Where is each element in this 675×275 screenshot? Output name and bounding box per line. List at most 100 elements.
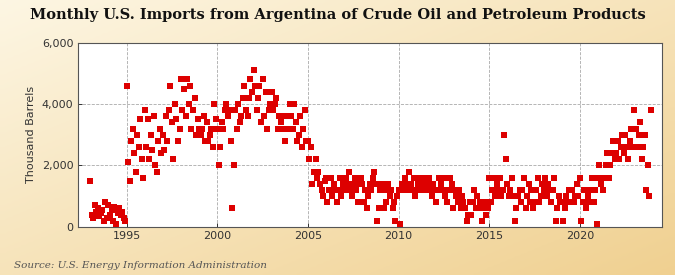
Point — [283, 114, 294, 119]
Point — [186, 126, 197, 131]
Point — [115, 213, 126, 218]
Point — [225, 139, 236, 143]
Point — [168, 157, 179, 161]
Point — [506, 175, 517, 180]
Point — [212, 126, 223, 131]
Point — [479, 200, 490, 205]
Point — [446, 182, 457, 186]
Point — [188, 108, 198, 112]
Point — [286, 114, 296, 119]
Point — [617, 133, 628, 137]
Point — [534, 200, 545, 205]
Point — [327, 194, 338, 198]
Point — [633, 133, 644, 137]
Point — [533, 175, 543, 180]
Point — [135, 117, 146, 122]
Point — [174, 126, 185, 131]
Point — [134, 145, 144, 149]
Point — [516, 200, 526, 205]
Point — [408, 175, 419, 180]
Point — [379, 188, 390, 192]
Point — [119, 219, 130, 223]
Point — [378, 206, 389, 211]
Point — [537, 182, 547, 186]
Point — [85, 179, 96, 183]
Point — [266, 90, 277, 94]
Point — [107, 219, 118, 223]
Point — [161, 114, 171, 119]
Point — [580, 206, 591, 211]
Text: Source: U.S. Energy Information Administration: Source: U.S. Energy Information Administ… — [14, 260, 267, 270]
Point — [412, 182, 423, 186]
Point — [558, 219, 568, 223]
Point — [574, 175, 585, 180]
Point — [136, 157, 147, 161]
Point — [511, 206, 522, 211]
Point — [148, 114, 159, 119]
Point — [398, 188, 408, 192]
Point — [518, 175, 529, 180]
Point — [254, 83, 265, 88]
Point — [312, 175, 323, 180]
Point — [544, 188, 555, 192]
Point — [245, 77, 256, 82]
Point — [189, 96, 200, 100]
Point — [171, 117, 182, 122]
Point — [229, 163, 240, 168]
Point — [499, 133, 510, 137]
Point — [469, 188, 480, 192]
Point — [587, 175, 597, 180]
Point — [316, 188, 327, 192]
Point — [543, 182, 554, 186]
Point — [340, 175, 351, 180]
Point — [256, 120, 267, 125]
Point — [472, 194, 483, 198]
Point — [103, 203, 114, 208]
Point — [315, 182, 325, 186]
Point — [269, 102, 280, 106]
Point — [130, 169, 141, 174]
Point — [224, 108, 235, 112]
Point — [383, 182, 394, 186]
Point — [490, 194, 501, 198]
Point — [554, 194, 564, 198]
Point — [510, 219, 520, 223]
Point — [416, 182, 427, 186]
Text: Monthly U.S. Imports from Argentina of Crude Oil and Petroleum Products: Monthly U.S. Imports from Argentina of C… — [30, 8, 645, 22]
Point — [281, 126, 292, 131]
Point — [111, 222, 122, 226]
Point — [97, 208, 108, 212]
Point — [517, 188, 528, 192]
Point — [576, 219, 587, 223]
Point — [344, 169, 354, 174]
Point — [190, 133, 201, 137]
Point — [601, 151, 612, 155]
Point — [439, 175, 450, 180]
Point — [262, 126, 273, 131]
Point — [573, 194, 584, 198]
Point — [351, 188, 362, 192]
Point — [410, 194, 421, 198]
Point — [390, 219, 401, 223]
Point — [200, 139, 211, 143]
Point — [493, 188, 504, 192]
Point — [466, 212, 477, 217]
Point — [301, 139, 312, 143]
Point — [508, 194, 519, 198]
Point — [389, 200, 400, 205]
Point — [263, 108, 274, 112]
Point — [610, 157, 620, 161]
Point — [94, 214, 105, 218]
Point — [201, 120, 212, 125]
Point — [399, 175, 410, 180]
Point — [252, 96, 263, 100]
Point — [88, 216, 99, 220]
Point — [261, 90, 271, 94]
Point — [578, 200, 589, 205]
Point — [528, 206, 539, 211]
Point — [265, 102, 275, 106]
Point — [504, 194, 514, 198]
Point — [165, 83, 176, 88]
Point — [139, 108, 150, 112]
Point — [475, 200, 485, 205]
